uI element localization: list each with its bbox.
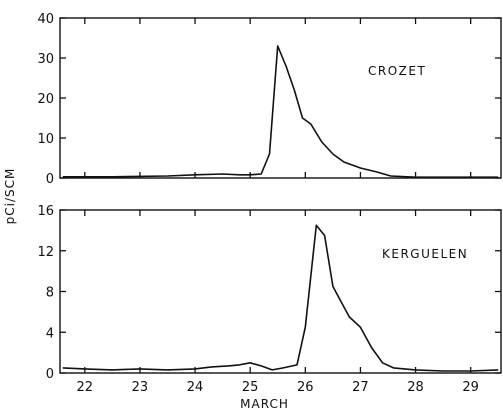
x-tick-label-3: 25: [242, 380, 259, 395]
x-tick-label-4: 26: [297, 380, 314, 395]
x-tick-label-2: 24: [187, 380, 204, 395]
panel-1-y-tick-label-1: 4: [46, 326, 54, 341]
panel-0-annotation: CROZET: [368, 64, 426, 78]
panel-0-y-tick-label-3: 30: [37, 52, 54, 67]
x-tick-label-5: 27: [352, 380, 369, 395]
panel-1-y-tick-label-2: 8: [46, 286, 54, 301]
x-tick-label-7: 29: [462, 380, 479, 395]
x-tick-label-0: 22: [77, 380, 94, 395]
panel-0-y-tick-label-1: 10: [37, 132, 54, 147]
x-axis-title: MARCH: [240, 397, 289, 411]
panel-1-y-tick-label-3: 12: [37, 245, 54, 260]
panel-1-y-tick-label-4: 16: [37, 204, 54, 219]
panel-0-y-tick-label-2: 20: [37, 92, 54, 107]
panel-0-y-tick-label-0: 0: [46, 172, 54, 187]
panel-0-frame: [59, 17, 502, 179]
panel-1-annotation: KERGUELEN: [382, 247, 468, 261]
x-tick-label-1: 23: [132, 380, 149, 395]
x-tick-label-6: 28: [407, 380, 424, 395]
panel-1-frame: [59, 209, 502, 374]
panel-1-series-line-0: [62, 224, 499, 372]
panel-0-y-tick-label-4: 40: [37, 12, 54, 27]
panel-1-y-tick-label-0: 0: [46, 367, 54, 382]
y-axis-title: pCi/SCM: [3, 168, 17, 225]
panel-0-series-line-0: [62, 45, 499, 178]
